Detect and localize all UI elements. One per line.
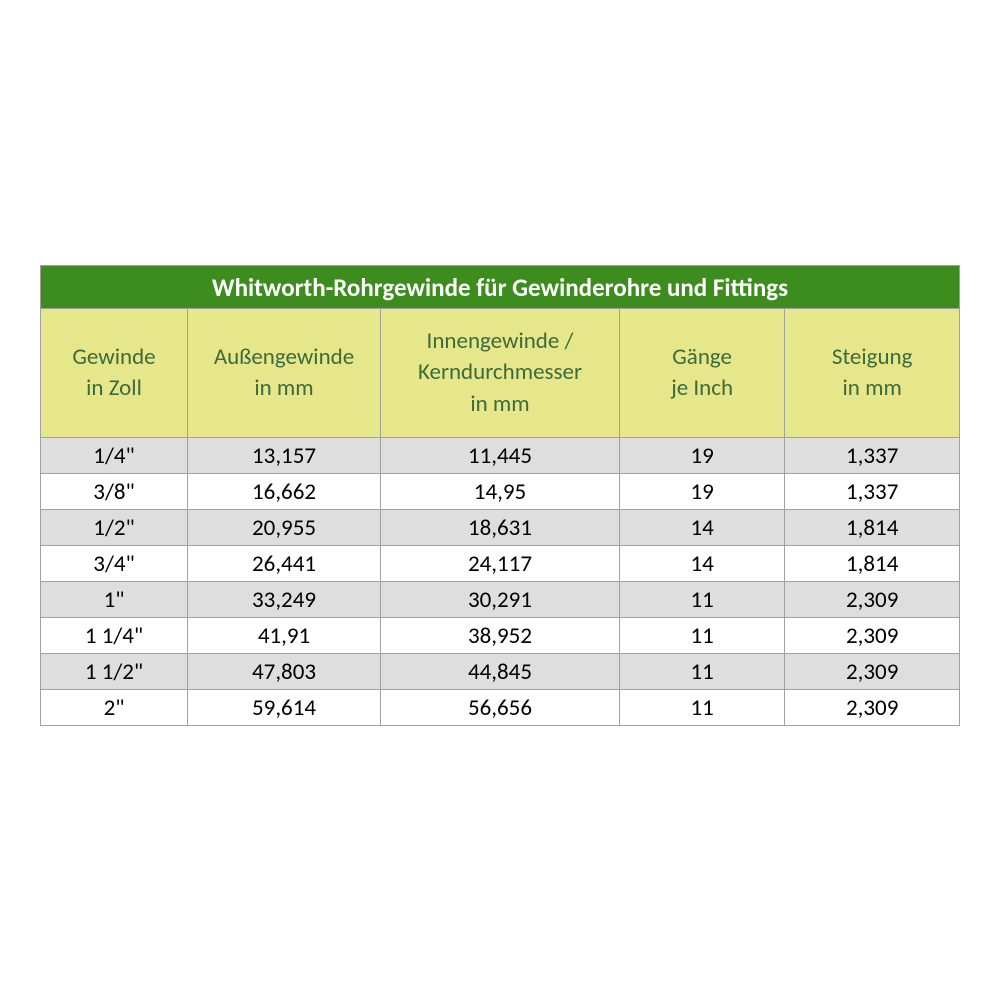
cell-gaenge: 14 [619,510,784,546]
table-title: Whitworth-Rohrgewinde für Gewinderohre u… [41,266,960,309]
cell-innen: 38,952 [381,618,620,654]
cell-gaenge: 19 [619,438,784,474]
col-header-line: Kerndurchmesser [418,358,582,386]
table-row: 1" 33,249 30,291 11 2,309 [41,582,960,618]
cell-gewinde: 3/4" [41,546,188,582]
col-header-line: Steigung [832,343,913,371]
cell-steigung: 2,309 [785,654,960,690]
table-row: 1 1/4" 41,91 38,952 11 2,309 [41,618,960,654]
col-header-aussengewinde: Außengewinde in mm [188,309,381,438]
cell-gewinde: 1/4" [41,438,188,474]
col-header-line: Außengewinde [214,343,354,371]
col-header-line: je Inch [671,374,733,402]
cell-innen: 30,291 [381,582,620,618]
table-row: 2" 59,614 56,656 11 2,309 [41,690,960,726]
cell-gewinde: 3/8" [41,474,188,510]
col-header-innengewinde: Innengewinde / Kerndurchmesser in mm [381,309,620,438]
cell-gewinde: 2" [41,690,188,726]
cell-innen: 24,117 [381,546,620,582]
cell-gaenge: 14 [619,546,784,582]
col-header-line: in mm [254,374,313,402]
table-row: 1/2" 20,955 18,631 14 1,814 [41,510,960,546]
cell-steigung: 1,337 [785,438,960,474]
cell-aussen: 16,662 [188,474,381,510]
thread-table-container: Whitworth-Rohrgewinde für Gewinderohre u… [40,265,960,726]
cell-gaenge: 11 [619,582,784,618]
cell-steigung: 1,814 [785,546,960,582]
col-header-line: Gänge [672,343,732,371]
cell-gewinde: 1 1/4" [41,618,188,654]
cell-innen: 14,95 [381,474,620,510]
col-header-line: in Zoll [86,374,142,402]
cell-gaenge: 11 [619,618,784,654]
cell-gewinde: 1 1/2" [41,654,188,690]
cell-steigung: 1,337 [785,474,960,510]
col-header-line: in mm [843,374,902,402]
table-row: 3/8" 16,662 14,95 19 1,337 [41,474,960,510]
cell-aussen: 20,955 [188,510,381,546]
cell-innen: 18,631 [381,510,620,546]
cell-innen: 56,656 [381,690,620,726]
cell-steigung: 2,309 [785,690,960,726]
cell-aussen: 47,803 [188,654,381,690]
table-row: 1 1/2" 47,803 44,845 11 2,309 [41,654,960,690]
col-header-line: in mm [470,390,529,418]
cell-gewinde: 1" [41,582,188,618]
cell-aussen: 41,91 [188,618,381,654]
cell-steigung: 2,309 [785,618,960,654]
col-header-gewinde: Gewinde in Zoll [41,309,188,438]
cell-gaenge: 11 [619,690,784,726]
cell-innen: 44,845 [381,654,620,690]
col-header-steigung: Steigung in mm [785,309,960,438]
table-row: 1/4" 13,157 11,445 19 1,337 [41,438,960,474]
cell-gaenge: 19 [619,474,784,510]
thread-table: Whitworth-Rohrgewinde für Gewinderohre u… [40,265,960,726]
col-header-gaenge: Gänge je Inch [619,309,784,438]
cell-gaenge: 11 [619,654,784,690]
cell-steigung: 2,309 [785,582,960,618]
col-header-line: Gewinde [72,343,155,371]
cell-innen: 11,445 [381,438,620,474]
cell-gewinde: 1/2" [41,510,188,546]
cell-aussen: 26,441 [188,546,381,582]
cell-aussen: 13,157 [188,438,381,474]
cell-aussen: 59,614 [188,690,381,726]
cell-aussen: 33,249 [188,582,381,618]
cell-steigung: 1,814 [785,510,960,546]
table-row: 3/4" 26,441 24,117 14 1,814 [41,546,960,582]
col-header-line: Innengewinde / [427,327,574,355]
